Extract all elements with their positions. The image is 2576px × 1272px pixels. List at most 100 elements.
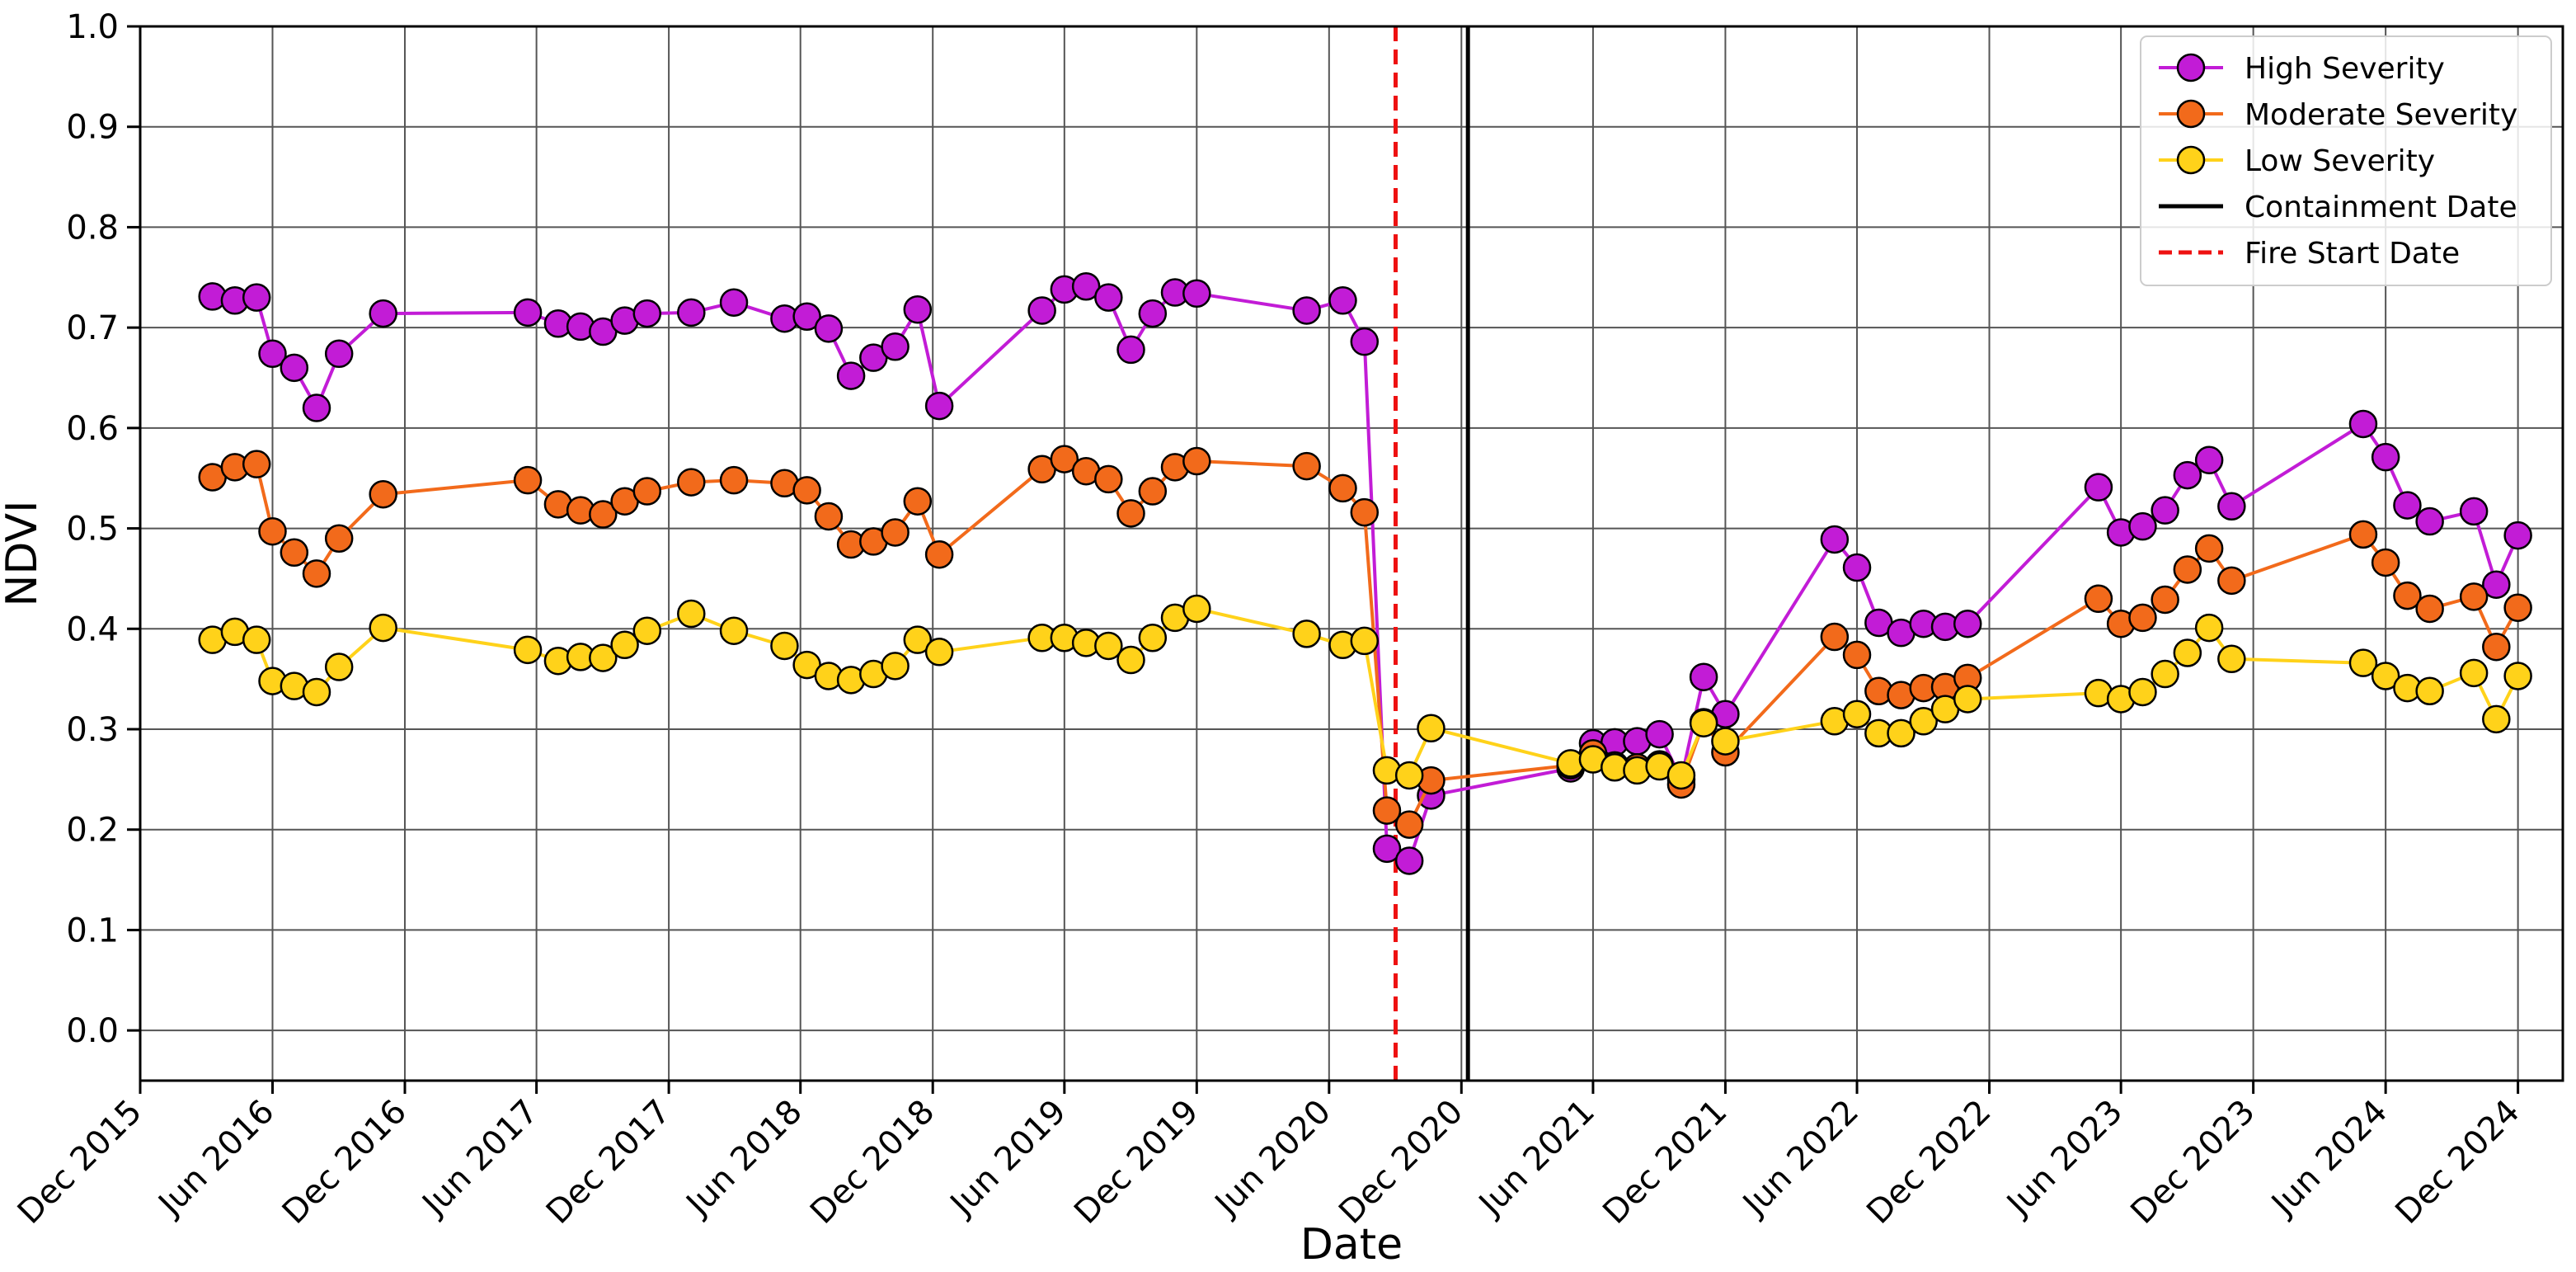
data-point <box>610 630 639 660</box>
y-tick-label: 1.0 <box>66 8 119 46</box>
data-point <box>903 487 933 516</box>
data-point <box>369 613 397 643</box>
data-point <box>2173 638 2202 667</box>
legend-marker <box>2176 145 2206 175</box>
y-tick-label: 0.3 <box>66 711 119 749</box>
data-point <box>903 294 933 324</box>
data-point <box>881 518 910 547</box>
data-point <box>2393 581 2422 610</box>
data-point <box>589 643 618 672</box>
data-point <box>1182 279 1211 309</box>
data-point <box>1666 761 1696 790</box>
y-tick-label: 0.2 <box>66 812 119 850</box>
data-point <box>2348 520 2378 549</box>
data-point <box>1820 525 1850 554</box>
data-point <box>1328 286 1357 315</box>
data-point <box>1417 714 1445 743</box>
data-point <box>1394 810 1424 839</box>
data-point <box>1394 846 1424 875</box>
data-point <box>1292 620 1321 648</box>
data-point <box>719 288 749 317</box>
data-point <box>2128 511 2157 541</box>
legend-marker <box>2176 53 2206 82</box>
data-point <box>1953 685 1982 714</box>
data-point <box>2217 566 2246 596</box>
data-point <box>1689 709 1718 737</box>
legend-marker <box>2176 99 2206 129</box>
data-point <box>792 476 821 505</box>
data-point <box>1050 445 1079 473</box>
data-point <box>324 524 354 553</box>
grid <box>139 26 2563 1081</box>
data-point <box>1116 645 1145 675</box>
data-point <box>369 479 397 509</box>
y-tick-label: 0.5 <box>66 511 119 549</box>
data-point <box>2194 613 2224 643</box>
legend-label: Low Severity <box>2245 144 2435 178</box>
y-tick-label: 0.1 <box>66 912 119 949</box>
data-point <box>2128 603 2157 633</box>
data-point <box>1842 553 1872 582</box>
data-point <box>258 516 287 546</box>
data-point <box>242 625 271 654</box>
legend-label: Fire Start Date <box>2245 237 2460 271</box>
series-2 <box>198 594 2532 790</box>
data-point <box>258 339 287 369</box>
data-point <box>2348 409 2378 439</box>
data-point <box>1645 719 1674 749</box>
data-point <box>2503 593 2532 622</box>
data-point <box>242 450 271 478</box>
data-point <box>2151 585 2179 615</box>
data-point <box>2503 521 2532 550</box>
data-point <box>1350 327 1380 356</box>
data-point <box>2217 492 2246 521</box>
y-axis: 0.0 0.1 0.2 0.3 0.4 0.5 0.6 0.7 0.8 0.9 1.0 <box>66 8 140 1050</box>
data-point <box>1138 477 1168 506</box>
data-point <box>2371 548 2400 577</box>
data-point <box>1292 451 1321 481</box>
data-point <box>1820 622 1850 652</box>
data-point <box>2482 704 2511 734</box>
data-point <box>2348 648 2378 677</box>
data-point <box>1842 640 1872 670</box>
data-point <box>1138 623 1168 652</box>
data-point <box>242 283 271 312</box>
data-point <box>1182 446 1211 476</box>
data-point <box>632 616 662 645</box>
data-point <box>2393 491 2422 520</box>
data-point <box>2482 632 2511 662</box>
data-point <box>677 468 706 497</box>
data-point <box>1711 727 1740 756</box>
plot-frame <box>139 25 2564 1082</box>
data-point <box>2459 497 2489 526</box>
data-point <box>770 631 799 661</box>
data-point <box>1292 296 1321 325</box>
data-point <box>2415 676 2444 705</box>
data-point <box>1909 707 1938 736</box>
data-point <box>677 298 706 327</box>
x-axis-title: Date <box>1300 1220 1403 1270</box>
data-point <box>513 465 543 495</box>
data-point <box>1094 464 1123 494</box>
data-point <box>2415 506 2444 536</box>
data-point <box>836 361 866 390</box>
data-point <box>2415 594 2444 624</box>
data-point <box>1027 296 1056 325</box>
legend-label: Containment Date <box>2245 191 2517 224</box>
y-tick-label: 0.9 <box>66 109 119 147</box>
data-point <box>2503 662 2532 690</box>
data-point <box>814 314 844 343</box>
data-point <box>513 635 543 665</box>
y-tick-label: 0.7 <box>66 309 119 347</box>
data-point <box>2482 570 2511 599</box>
legend-label: High Severity <box>2245 52 2445 86</box>
data-point <box>280 538 309 568</box>
series-layer <box>198 271 2532 875</box>
data-point <box>2084 584 2113 614</box>
data-point <box>1842 700 1872 728</box>
data-point <box>814 502 844 531</box>
data-point <box>2128 677 2157 707</box>
data-point <box>2151 496 2179 525</box>
data-point <box>1094 283 1123 312</box>
